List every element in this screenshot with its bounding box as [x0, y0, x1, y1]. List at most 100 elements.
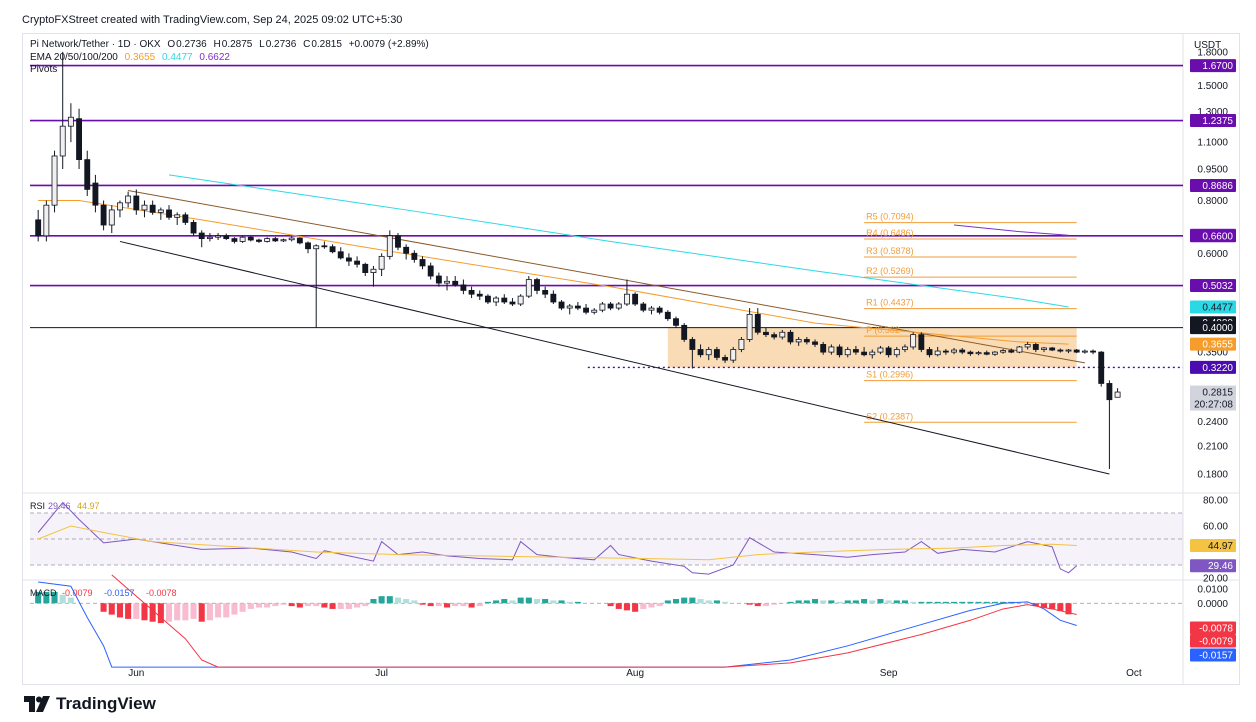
- rsi-label: RSI: [30, 501, 45, 511]
- macd-tag-text: -0.0157: [1199, 651, 1233, 662]
- candle-body: [885, 347, 892, 356]
- candle: [550, 290, 557, 305]
- macd-histogram-bar: [304, 603, 312, 607]
- macd-histogram-bar: [533, 599, 541, 604]
- price-axis-tick: 0.2100: [1197, 441, 1228, 452]
- candle: [435, 272, 442, 287]
- macd-histogram-bar: [149, 603, 156, 622]
- legend-pivots-row[interactable]: Pivots: [30, 64, 61, 75]
- ohlc-open-key: O: [167, 39, 176, 50]
- candle-body: [43, 204, 50, 237]
- macd-histogram-bar: [852, 600, 859, 604]
- macd-histogram-bar: [223, 603, 230, 618]
- candle-body: [223, 235, 230, 240]
- candle: [975, 351, 982, 356]
- macd-value: -0.0079: [62, 588, 93, 598]
- candle-body: [84, 159, 91, 190]
- pivot-label-r4: R4 (0.6486): [866, 228, 914, 238]
- candle-body: [239, 236, 246, 242]
- candle: [1081, 349, 1088, 354]
- ema200-line: [953, 224, 1069, 236]
- candle: [951, 347, 957, 355]
- macd-histogram-bar: [910, 601, 917, 604]
- signal-line: [111, 574, 1077, 668]
- rsi-ma-value: 44.97: [77, 501, 100, 511]
- rsi-tag-text: 44.97: [1208, 541, 1233, 552]
- candle: [452, 276, 459, 287]
- candle-body: [926, 349, 933, 356]
- rsi-axis-tick: 60.00: [1203, 522, 1228, 533]
- price-axis-tick: 0.9500: [1197, 165, 1228, 176]
- candle-body: [403, 246, 410, 254]
- candle-body: [1057, 349, 1064, 352]
- ohlc-low-key: L: [259, 39, 265, 50]
- candle: [1032, 342, 1039, 353]
- legend-ema-row[interactable]: EMA 20/50/100/200 0.3655 0.4477 0.6622: [30, 52, 234, 63]
- candle-body: [51, 155, 58, 206]
- price-tag-text: 1.2375: [1202, 116, 1233, 127]
- candle: [893, 346, 900, 358]
- candle-body: [149, 204, 156, 213]
- pivot-label-s1: S1 (0.2996): [866, 370, 913, 380]
- macd-histogram-bar: [264, 603, 271, 608]
- macd-tag-text: -0.0079: [1199, 637, 1233, 648]
- tradingview-brand[interactable]: TradingView: [24, 694, 156, 714]
- candle: [942, 348, 949, 355]
- candle-body: [713, 349, 720, 358]
- candle: [460, 279, 467, 295]
- price-change: +0.0079 (+2.89%): [348, 39, 429, 50]
- price-tag-text: 0.6600: [1202, 231, 1233, 242]
- candle: [1106, 380, 1113, 470]
- tradingview-wordmark: TradingView: [56, 694, 156, 713]
- candle-body: [959, 349, 966, 353]
- candle: [362, 262, 369, 277]
- macd-histogram-bar: [828, 600, 835, 604]
- candle-body: [648, 307, 655, 311]
- candle-body: [386, 235, 393, 257]
- signal-value: -0.0157: [104, 588, 135, 598]
- candle-body: [599, 303, 606, 311]
- chart-credit: CryptoFXStreet created with TradingView.…: [22, 14, 403, 26]
- candle-body: [607, 303, 614, 309]
- macd-histogram-bar: [787, 601, 794, 604]
- macd-axis-tick: 0.0100: [1197, 585, 1228, 596]
- price-axis-tick: 1.8000: [1197, 47, 1228, 58]
- symbol-name[interactable]: Pi Network/Tether · 1D · OKX: [30, 39, 161, 50]
- candle-body: [681, 324, 688, 340]
- macd-histogram-bar: [705, 600, 712, 604]
- macd-histogram-bar: [337, 603, 344, 609]
- candle-body: [844, 349, 851, 356]
- candle: [640, 302, 647, 313]
- candle-body: [501, 297, 508, 303]
- candle: [198, 230, 205, 248]
- price-tag-bg: [1190, 114, 1236, 128]
- macd-histogram-bar: [43, 591, 50, 604]
- candle-body: [444, 280, 450, 284]
- macd-histogram-bar: [525, 597, 532, 604]
- candle-body: [256, 239, 262, 242]
- candle-body: [264, 238, 271, 242]
- candle-body: [632, 293, 639, 305]
- candle: [67, 103, 74, 143]
- candle: [509, 298, 516, 307]
- candle-body: [836, 346, 843, 356]
- candle-body: [738, 339, 745, 350]
- candle: [722, 354, 729, 363]
- macd-histogram-bar: [501, 599, 508, 604]
- candle: [1114, 388, 1121, 398]
- candle-body: [525, 279, 532, 297]
- candle-body: [206, 236, 213, 240]
- macd-histogram-bar: [468, 603, 475, 608]
- macd-histogram-bar: [517, 597, 524, 604]
- candle-body: [280, 239, 287, 242]
- candle: [305, 241, 311, 254]
- candle: [566, 304, 573, 315]
- macd-histogram-bar: [942, 601, 949, 604]
- macd-histogram-bar: [983, 601, 990, 604]
- candle: [493, 296, 500, 307]
- candle-body: [877, 347, 884, 353]
- last-price-countdown: 20:27:08: [1194, 400, 1233, 411]
- candle-body: [329, 246, 336, 253]
- candle-body: [247, 236, 254, 241]
